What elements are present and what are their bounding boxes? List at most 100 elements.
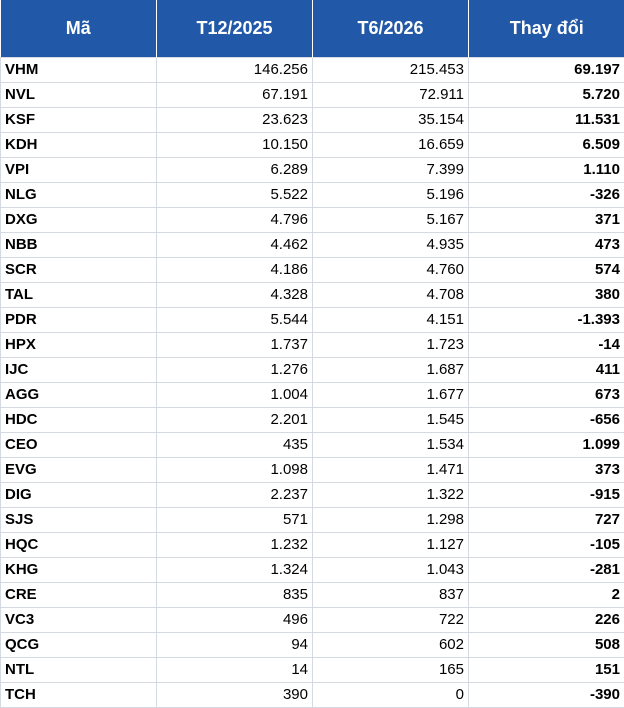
table-cell: 14 [156,656,313,683]
table-cell: TAL [0,281,157,308]
table-cell: 411 [468,356,624,383]
table-row: IJC 1.276 1.687 411 [0,356,624,383]
table-cell: 4.935 [312,231,469,258]
table-cell: 1.687 [312,356,469,383]
table-cell: 2.201 [156,406,313,433]
table-cell: 226 [468,606,624,633]
table-cell: KDH [0,131,157,158]
table-cell: NTL [0,656,157,683]
table-cell: NVL [0,81,157,108]
table-cell: 4.462 [156,231,313,258]
table-cell: -1.393 [468,306,624,333]
table-cell: 390 [156,681,313,708]
table-row: TCH 390 0 -390 [0,681,624,708]
table-cell: 23.623 [156,106,313,133]
table-cell: SJS [0,506,157,533]
table-cell: 373 [468,456,624,483]
table-cell: 1.098 [156,456,313,483]
table-cell: 835 [156,581,313,608]
table-cell: 4.760 [312,256,469,283]
table-row: TAL 4.328 4.708 380 [0,281,624,308]
table-cell: 1.099 [468,431,624,458]
table-row: HPX 1.737 1.723 -14 [0,331,624,358]
table-cell: -281 [468,556,624,583]
table-cell: 2 [468,581,624,608]
table-cell: HDC [0,406,157,433]
table-row: KSF 23.623 35.154 11.531 [0,106,624,133]
table-cell: VHM [0,56,157,83]
table-cell: 1.677 [312,381,469,408]
table-row: CEO 435 1.534 1.099 [0,431,624,458]
table-row: KHG 1.324 1.043 -281 [0,556,624,583]
table-cell: 571 [156,506,313,533]
table-cell: 35.154 [312,106,469,133]
table-cell: 1.232 [156,531,313,558]
table-row: NVL 67.191 72.911 5.720 [0,81,624,108]
table-cell: 1.545 [312,406,469,433]
table-cell: 10.150 [156,131,313,158]
table-row: HQC 1.232 1.127 -105 [0,531,624,558]
table-cell: 4.708 [312,281,469,308]
table-cell: 16.659 [312,131,469,158]
table-cell: KSF [0,106,157,133]
table-cell: 4.796 [156,206,313,233]
table-cell: DXG [0,206,157,233]
column-header: Thay đổi [468,0,624,57]
table-cell: 1.043 [312,556,469,583]
table-cell: 673 [468,381,624,408]
table-cell: 6.509 [468,131,624,158]
table-cell: CEO [0,431,157,458]
table-cell: 5.544 [156,306,313,333]
table-cell: 508 [468,631,624,658]
table-cell: 5.167 [312,206,469,233]
table-cell: KHG [0,556,157,583]
table-row: NTL 14 165 151 [0,656,624,683]
table-cell: 380 [468,281,624,308]
table-cell: HPX [0,331,157,358]
table-row: DXG 4.796 5.167 371 [0,206,624,233]
table-cell: 151 [468,656,624,683]
table-row: DIG 2.237 1.322 -915 [0,481,624,508]
table-cell: EVG [0,456,157,483]
table-row: QCG 94 602 508 [0,631,624,658]
table-cell: NBB [0,231,157,258]
table-cell: 574 [468,256,624,283]
table-cell: 11.531 [468,106,624,133]
table-row: AGG 1.004 1.677 673 [0,381,624,408]
table-cell: 215.453 [312,56,469,83]
table-cell: 722 [312,606,469,633]
table-cell: 72.911 [312,81,469,108]
table-cell: CRE [0,581,157,608]
table-cell: 1.324 [156,556,313,583]
table-cell: 7.399 [312,156,469,183]
table-row: SCR 4.186 4.760 574 [0,256,624,283]
table-cell: 496 [156,606,313,633]
table-cell: 5.720 [468,81,624,108]
table-cell: 67.191 [156,81,313,108]
table-cell: 146.256 [156,56,313,83]
table-row: CRE 835 837 2 [0,581,624,608]
table-cell: 1.127 [312,531,469,558]
table-cell: PDR [0,306,157,333]
table-cell: SCR [0,256,157,283]
table-cell: 1.723 [312,331,469,358]
table-cell: 4.151 [312,306,469,333]
column-header: T6/2026 [312,0,469,57]
table-cell: AGG [0,381,157,408]
table-cell: -105 [468,531,624,558]
header-row: Mã T12/2025 T6/2026 Thay đổi [0,0,624,57]
table-cell: IJC [0,356,157,383]
table-cell: -14 [468,331,624,358]
table-cell: -656 [468,406,624,433]
table-cell: 602 [312,631,469,658]
table-cell: -915 [468,481,624,508]
table-row: NLG 5.522 5.196 -326 [0,181,624,208]
table-cell: 1.110 [468,156,624,183]
table-cell: 727 [468,506,624,533]
table-cell: 6.289 [156,156,313,183]
table-cell: TCH [0,681,157,708]
table-cell: 435 [156,431,313,458]
table-cell: 4.186 [156,256,313,283]
